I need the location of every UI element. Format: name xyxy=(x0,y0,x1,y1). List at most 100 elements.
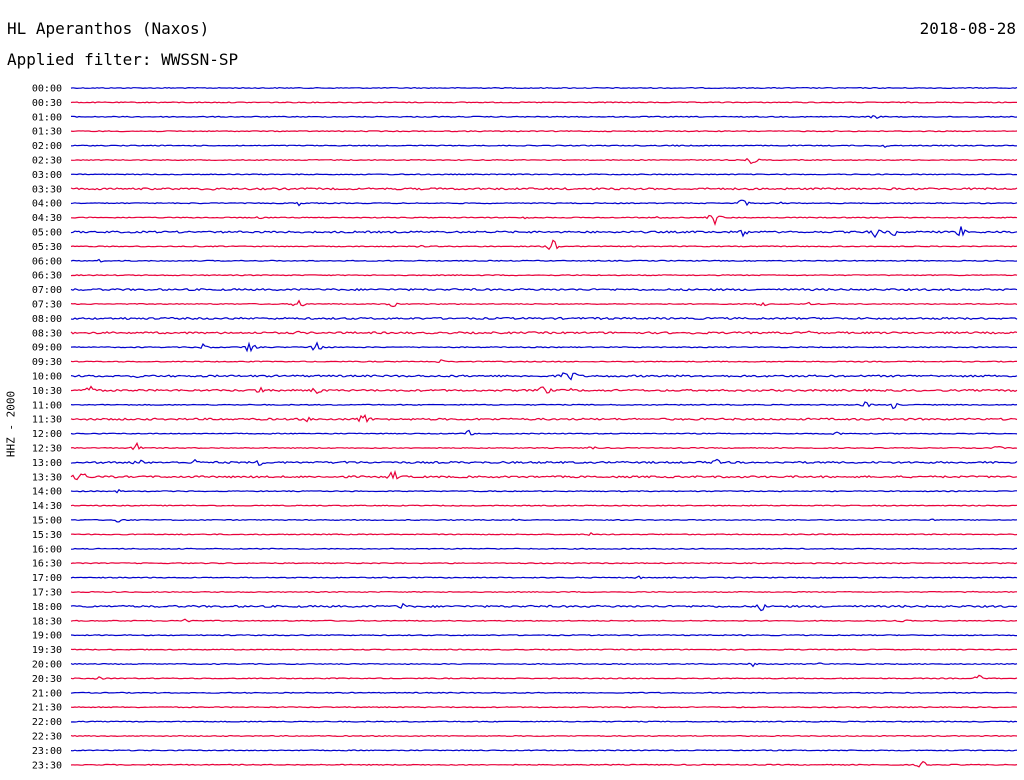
time-tick-label: 06:30 xyxy=(32,271,62,282)
time-tick-label: 07:00 xyxy=(32,285,62,296)
trace-line xyxy=(70,562,1018,565)
trace-line xyxy=(70,130,1018,133)
time-tick-label: 01:30 xyxy=(32,127,62,138)
time-tick-label: 15:30 xyxy=(32,530,62,541)
trace-line xyxy=(70,458,1018,467)
time-tick-label: 14:30 xyxy=(32,501,62,512)
trace-line xyxy=(70,760,1018,768)
trace-line xyxy=(70,385,1018,395)
time-tick-label: 11:30 xyxy=(32,415,62,426)
trace-line xyxy=(70,359,1018,364)
trace-line xyxy=(70,734,1018,738)
time-tick-label: 10:00 xyxy=(32,372,62,383)
time-tick-label: 23:30 xyxy=(32,760,62,771)
trace-line xyxy=(70,239,1018,251)
trace-line xyxy=(70,287,1018,292)
trace-line xyxy=(70,173,1018,176)
trace-line xyxy=(70,258,1018,263)
time-tick-label: 20:30 xyxy=(32,674,62,685)
trace-line xyxy=(71,547,1018,550)
time-tick-label: 16:30 xyxy=(32,559,62,570)
trace-line xyxy=(70,401,1018,410)
time-tick-label: 17:30 xyxy=(32,588,62,599)
time-tick-label: 04:00 xyxy=(32,199,62,210)
trace-line xyxy=(70,504,1018,507)
trace-line xyxy=(70,590,1017,594)
time-tick-label: 02:00 xyxy=(32,141,62,152)
trace-line xyxy=(70,441,1018,451)
time-tick-label: 21:30 xyxy=(32,703,62,714)
time-tick-label: 10:30 xyxy=(32,386,62,397)
trace-line xyxy=(70,488,1017,494)
time-tick-label: 00:00 xyxy=(32,84,62,95)
time-tick-label: 03:00 xyxy=(32,170,62,181)
time-tick-label: 09:30 xyxy=(32,357,62,368)
trace-line xyxy=(70,662,1018,668)
trace-line xyxy=(70,299,1018,308)
trace-line xyxy=(70,749,1018,752)
time-tick-label: 22:30 xyxy=(32,732,62,743)
time-tick-label: 20:00 xyxy=(32,660,62,671)
station-title: HL Aperanthos (Naxos) xyxy=(7,19,210,38)
trace-line xyxy=(70,330,1018,335)
time-tick-label: 19:30 xyxy=(32,645,62,656)
trace-line xyxy=(70,602,1018,612)
filter-label: Applied filter: WWSSN-SP xyxy=(7,50,239,69)
trace-line xyxy=(70,634,1017,637)
time-tick-label: 21:00 xyxy=(32,688,62,699)
trace-line xyxy=(70,157,1018,165)
trace-line xyxy=(70,518,1018,523)
trace-line xyxy=(70,648,1018,651)
time-tick-label: 18:30 xyxy=(32,616,62,627)
trace-line xyxy=(70,429,1018,436)
time-tick-label: 22:00 xyxy=(32,717,62,728)
plot-date: 2018-08-28 xyxy=(919,19,1016,38)
trace-line xyxy=(71,115,1018,120)
time-tick-label: 13:30 xyxy=(32,472,62,483)
time-tick-label: 13:00 xyxy=(32,458,62,469)
trace-line xyxy=(70,341,1018,353)
trace-line xyxy=(70,720,1018,723)
trace-line xyxy=(70,101,1017,104)
time-tick-label: 08:30 xyxy=(32,328,62,339)
time-tick-label: 17:00 xyxy=(32,573,62,584)
trace-line xyxy=(70,144,1018,149)
time-tick-label: 08:00 xyxy=(32,314,62,325)
trace-line xyxy=(70,618,1018,623)
trace-line xyxy=(70,316,1018,321)
time-tick-label: 09:00 xyxy=(32,343,62,354)
time-tick-label: 23:00 xyxy=(32,746,62,757)
trace-line xyxy=(70,674,1018,680)
trace-line xyxy=(70,469,1018,481)
time-tick-label: 16:00 xyxy=(32,544,62,555)
time-tick-label: 01:00 xyxy=(32,112,62,123)
trace-line xyxy=(70,372,1018,381)
time-tick-label: 14:00 xyxy=(32,487,62,498)
trace-line xyxy=(70,274,1018,277)
time-tick-label: 11:00 xyxy=(32,400,62,411)
time-tick-label: 12:30 xyxy=(32,444,62,455)
time-tick-label: 06:00 xyxy=(32,256,62,267)
time-tick-label: 02:30 xyxy=(32,156,62,167)
trace-line xyxy=(70,226,1018,239)
time-tick-label: 18:00 xyxy=(32,602,62,613)
trace-line xyxy=(70,187,1018,191)
time-tick-label: 12:00 xyxy=(32,429,62,440)
time-tick-label: 19:00 xyxy=(32,631,62,642)
trace-line xyxy=(70,531,1018,536)
trace-line xyxy=(70,214,1018,226)
time-tick-label: 05:00 xyxy=(32,228,62,239)
time-tick-label: 04:30 xyxy=(32,213,62,224)
trace-line xyxy=(70,199,1018,207)
trace-line xyxy=(70,414,1018,423)
time-tick-label: 07:30 xyxy=(32,300,62,311)
trace-line xyxy=(70,706,1018,709)
trace-line xyxy=(70,575,1018,580)
time-tick-label: 15:00 xyxy=(32,516,62,527)
time-tick-label: 00:30 xyxy=(32,98,62,109)
trace-line xyxy=(70,691,1018,694)
trace-line xyxy=(70,86,1018,90)
time-tick-label: 05:30 xyxy=(32,242,62,253)
time-tick-label: 03:30 xyxy=(32,184,62,195)
